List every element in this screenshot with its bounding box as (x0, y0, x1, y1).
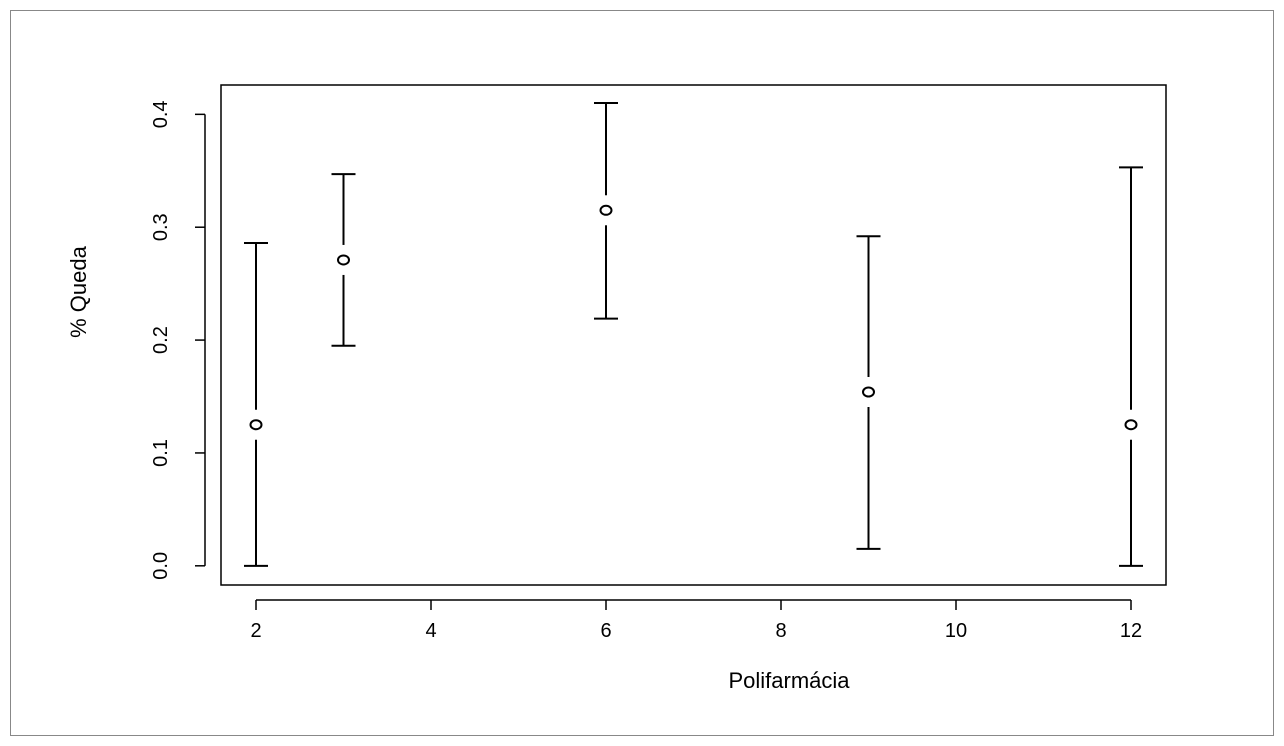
y-axis-title: % Queda (66, 245, 91, 337)
data-point (337, 254, 350, 266)
y-axis: 0.0 0.1 0.2 0.3 0.4 (150, 100, 206, 580)
error-bar-group (594, 102, 618, 320)
x-axis: 2 4 6 8 10 12 (250, 599, 1142, 642)
data-marks (244, 102, 1143, 567)
x-tick-label: 4 (425, 620, 436, 642)
y-tick-label: 0.1 (150, 439, 172, 467)
data-point (249, 419, 263, 431)
y-tick-label: 0.4 (150, 100, 172, 128)
y-tick-label: 0.2 (150, 326, 172, 354)
data-point (862, 386, 875, 398)
x-tick-label: 8 (775, 620, 786, 642)
x-tick-label: 10 (945, 620, 967, 642)
x-axis-title: Polifarmácia (728, 668, 850, 693)
error-bar-group (856, 235, 881, 550)
y-tick-label: 0.3 (150, 213, 172, 241)
error-bar-group (244, 242, 268, 567)
plot-area-border (220, 84, 1167, 586)
x-tick-label: 12 (1120, 620, 1142, 642)
figure-frame (10, 10, 1274, 736)
data-point (1124, 419, 1138, 431)
data-point (599, 204, 613, 216)
x-tick-label: 2 (250, 620, 261, 642)
error-bar-group (331, 173, 356, 347)
y-tick-label: 0.0 (150, 552, 172, 580)
x-tick-label: 6 (600, 620, 611, 642)
error-bar-group (1119, 166, 1143, 567)
